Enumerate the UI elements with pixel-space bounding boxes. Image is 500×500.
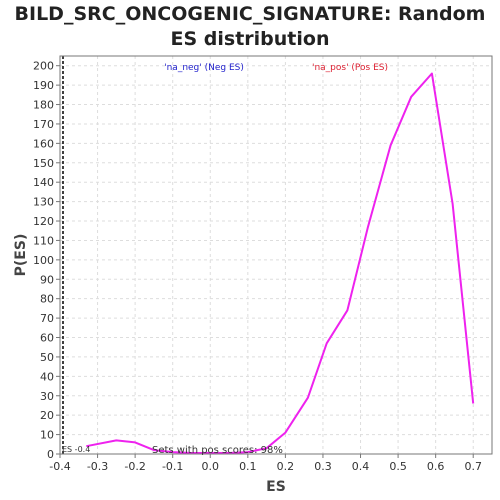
- y-tick-label: 170: [33, 118, 54, 131]
- x-tick-label: -0.2: [124, 460, 145, 473]
- x-tick-label: 0.6: [427, 460, 445, 473]
- es-annotation: ES -0.4: [62, 445, 90, 454]
- y-tick-label: 0: [47, 448, 54, 461]
- legend-neg-label: 'na_neg' (Neg ES): [164, 63, 244, 73]
- x-tick-label: 0.7: [464, 460, 482, 473]
- x-axis-label: ES: [266, 479, 286, 495]
- pos-scores-annotation: Sets with pos scores: 98%: [152, 445, 283, 456]
- chart-title-line1: BILD_SRC_ONCOGENIC_SIGNATURE: Random: [14, 3, 486, 25]
- y-tick-label: 90: [40, 273, 54, 286]
- y-tick-label: 140: [33, 176, 54, 189]
- y-tick-label: 120: [33, 215, 54, 228]
- x-tick-label: -0.3: [87, 460, 108, 473]
- y-tick-label: 100: [33, 254, 54, 267]
- chart-title-line2: ES distribution: [170, 28, 330, 50]
- x-tick-label: -0.4: [49, 460, 70, 473]
- y-tick-label: 190: [33, 79, 54, 92]
- y-axis-ticks: 0 10 20 30 40 50 60 70 80 90 100 110 120 130 140 150 160…: [33, 60, 60, 461]
- y-tick-label: 10: [40, 429, 54, 442]
- x-axis-ticks: -0.4 -0.3 -0.2 -0.1 0.0 0.1 0.2 0.3 0.4 0.5 0.6 0.7: [49, 454, 482, 473]
- y-tick-label: 200: [33, 60, 54, 73]
- grid: [59, 56, 492, 455]
- y-tick-label: 160: [33, 137, 54, 150]
- x-tick-label: 0.4: [352, 460, 370, 473]
- y-axis-label: P(ES): [13, 234, 29, 277]
- x-tick-label: 0.3: [314, 460, 332, 473]
- x-tick-label: 0.5: [389, 460, 407, 473]
- series-layer: [86, 72, 475, 454]
- x-tick-label: 0.1: [239, 460, 257, 473]
- y-tick-label: 130: [33, 196, 54, 209]
- y-tick-label: 110: [33, 234, 54, 247]
- plot-frame: [59, 55, 493, 455]
- y-tick-label: 50: [40, 351, 54, 364]
- y-tick-label: 30: [40, 390, 54, 403]
- legend-pos-label: 'na_pos' (Pos ES): [312, 63, 388, 73]
- y-tick-label: 70: [40, 312, 54, 325]
- x-tick-label: 0.2: [277, 460, 295, 473]
- y-tick-label: 60: [40, 332, 54, 345]
- y-tick-label: 150: [33, 157, 54, 170]
- x-tick-label: -0.1: [162, 460, 183, 473]
- y-tick-label: 180: [33, 99, 54, 112]
- y-tick-label: 80: [40, 293, 54, 306]
- series-line: [86, 72, 475, 454]
- x-tick-label: 0.0: [202, 460, 220, 473]
- chart-title: BILD_SRC_ONCOGENIC_SIGNATURE: Random ES …: [0, 2, 500, 52]
- y-tick-label: 40: [40, 370, 54, 383]
- y-tick-label: 20: [40, 409, 54, 422]
